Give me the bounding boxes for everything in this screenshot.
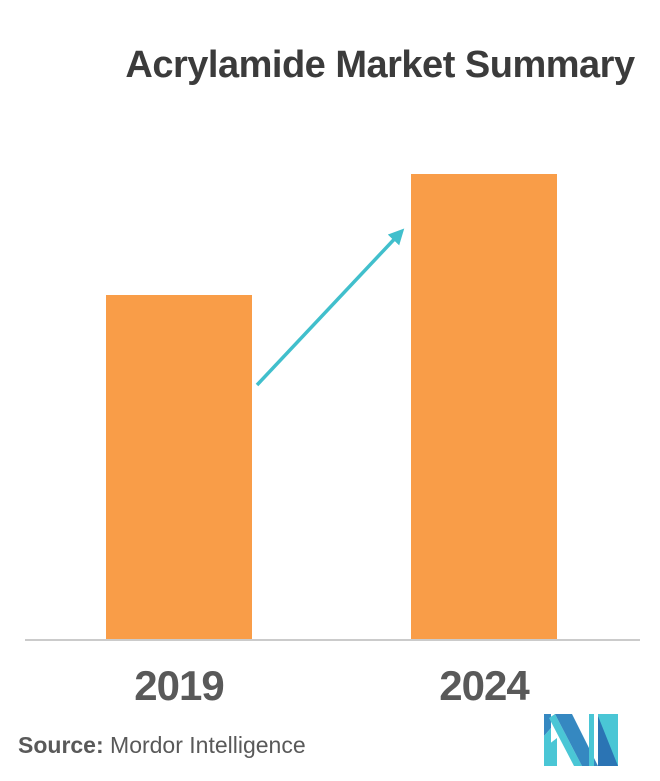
x-axis-line <box>25 639 640 641</box>
logo-band-edge <box>549 714 582 766</box>
x-tick-2019: 2019 <box>134 662 224 709</box>
arrow-shaft <box>255 228 405 387</box>
logo-right-diagonal <box>598 716 618 766</box>
logo-band <box>555 714 598 766</box>
mordor-intelligence-logo <box>544 714 618 766</box>
logo-left-sliver-blue <box>544 714 551 736</box>
source-label: Source: <box>18 732 104 758</box>
bar-2024 <box>411 174 557 639</box>
bar-2019 <box>106 295 252 639</box>
logo-middle-strip <box>589 714 594 766</box>
chart-title: Acrylamide Market Summary <box>125 44 635 86</box>
source-value: Mordor Intelligence <box>103 732 306 758</box>
source-line: Source: Mordor Intelligence <box>18 732 306 759</box>
x-tick-2024: 2024 <box>439 662 529 709</box>
logo-corner-triangle <box>544 738 557 766</box>
